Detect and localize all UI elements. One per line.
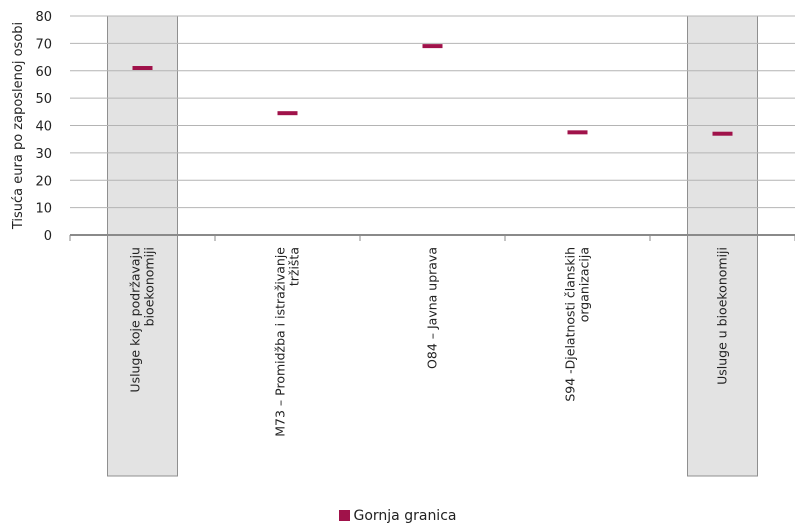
category-band xyxy=(687,15,758,477)
data-marker xyxy=(277,111,298,116)
y-tick-label: 20 xyxy=(35,174,52,189)
y-axis-label: Tisuća eura po zaposlenoj osobi xyxy=(11,22,26,230)
category-label: O84 – Javna uprava xyxy=(425,247,440,369)
legend-swatch xyxy=(338,510,350,521)
category-label: tržišta xyxy=(287,247,302,286)
category-label: organizacija xyxy=(577,247,592,322)
category-label: Usluge koje podržavaju xyxy=(128,247,143,393)
y-tick-label: 50 xyxy=(35,92,52,107)
y-tick-label: 10 xyxy=(35,202,52,217)
legend: Gornja granica xyxy=(0,508,795,524)
category-label: bioekonomiji xyxy=(142,247,157,326)
data-marker xyxy=(567,130,588,135)
data-marker xyxy=(422,44,443,49)
category-label: M73 – Promidžba i istraživanje xyxy=(273,247,288,437)
y-tick-label: 80 xyxy=(35,10,52,25)
y-tick-label: 0 xyxy=(44,229,52,244)
y-tick-label: 60 xyxy=(35,65,52,80)
data-marker xyxy=(712,131,733,136)
legend-label: Gornja granica xyxy=(353,508,457,524)
y-tick-label: 70 xyxy=(35,37,52,52)
y-tick-label: 30 xyxy=(35,147,52,162)
category-label: Usluge u bioekonomiji xyxy=(715,247,730,385)
y-tick-label: 40 xyxy=(35,120,52,135)
data-marker xyxy=(132,66,153,71)
category-band xyxy=(107,15,178,477)
category-label: S94 -Djelatnosti članskih xyxy=(563,247,578,402)
